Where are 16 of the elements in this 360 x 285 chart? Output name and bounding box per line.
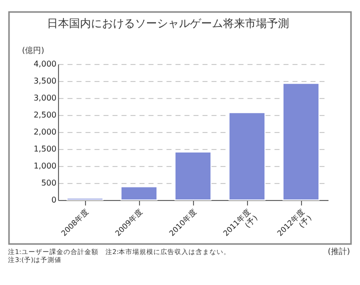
text: (推計) <box>328 247 350 256</box>
y-tick-label: 2,500 <box>34 110 56 120</box>
y-tick-label: 3,000 <box>34 94 56 102</box>
bar <box>228 112 266 200</box>
y-tick-label: 500 <box>41 178 56 188</box>
bar <box>120 186 158 200</box>
y-tick-label: 4,000 <box>34 60 56 68</box>
y-tick-label: 2,000 <box>34 128 56 136</box>
bar <box>282 82 320 200</box>
y-axis-title: (億円) <box>22 46 44 55</box>
y-tick-label: 0 <box>51 196 56 204</box>
chart-title: 日本国内におけるソーシャルゲーム将来市場予測 <box>47 17 289 30</box>
y-tick-label: 3,500 <box>34 76 56 86</box>
bar <box>174 152 212 200</box>
y-tick-label: 1,000 <box>34 162 56 170</box>
y-tick-label: 1,500 <box>34 144 56 154</box>
